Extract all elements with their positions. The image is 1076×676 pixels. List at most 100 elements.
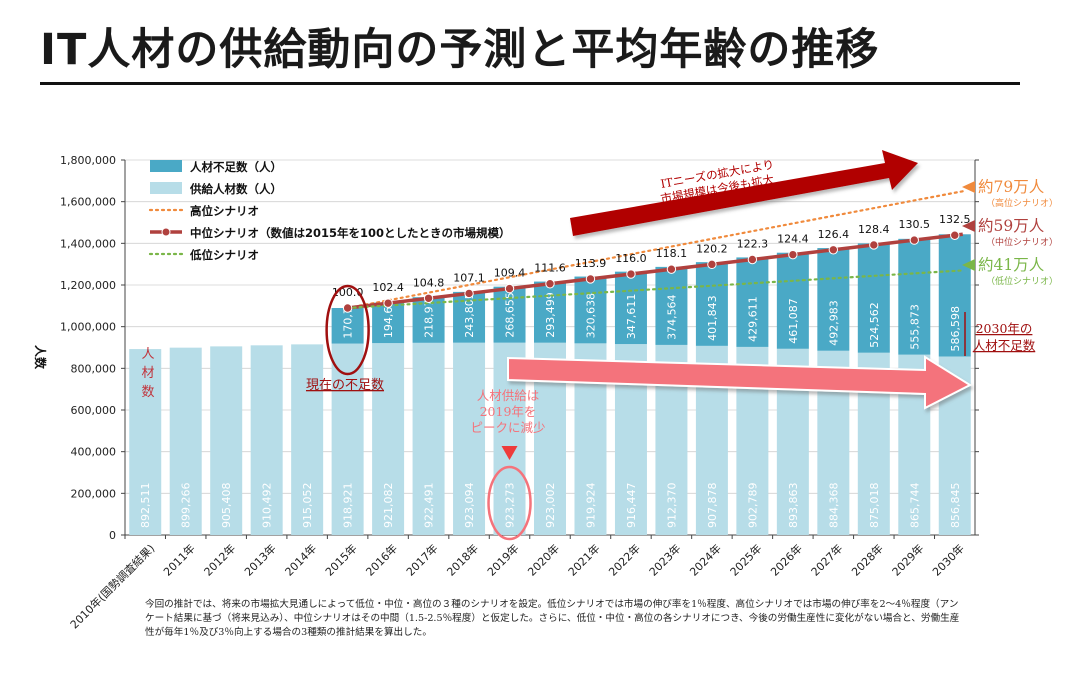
- shortage-bar: [695, 262, 728, 346]
- supply-value-label: 916,447: [625, 483, 638, 529]
- y-tick-label: 1,600,000: [60, 196, 116, 209]
- supply-value-label: 918,921: [342, 483, 355, 529]
- market-growth-arrow: [570, 150, 918, 236]
- legend-label: 低位シナリオ: [189, 248, 259, 262]
- shortage-value-label: 401,843: [706, 295, 719, 341]
- shortage-bar: [331, 307, 364, 344]
- market-index-label: 118.1: [656, 247, 688, 260]
- shortage-value-label: 555,873: [908, 304, 921, 350]
- shortage-bar: [817, 248, 850, 351]
- y-tick-label: 1,400,000: [60, 237, 116, 250]
- high-end-pointer: [962, 181, 975, 193]
- x-tick-label: 2030年: [929, 541, 966, 578]
- x-tick-label: 2022年: [606, 541, 643, 578]
- supply-value-label: 865,744: [908, 483, 921, 529]
- market-index-point: [423, 293, 434, 303]
- market-index-point: [464, 288, 474, 299]
- bar-label-annotation: 材: [141, 366, 154, 381]
- supply-value-label: 923,094: [463, 483, 476, 529]
- legend-layer: 人材不足数（人） 供給人材数（人） 高位シナリオ中位シナリオ（数値は2015年を10…: [148, 160, 511, 262]
- supply-value-label: 884,368: [827, 483, 840, 529]
- page-title: IT人材の供給動向の予測と平均年齢の推移: [40, 25, 880, 75]
- low-end-sublabel: （低位シナリオ）: [986, 275, 1058, 287]
- high-end-label: 約79万人: [978, 178, 1044, 196]
- x-tick-label: 2023年: [646, 541, 683, 578]
- supply-value-label: 910,492: [261, 483, 274, 529]
- x-tick-label: 2011年: [160, 541, 197, 578]
- y-tick-label: 1,800,000: [60, 154, 116, 167]
- shortage-value-label: 524,562: [868, 302, 881, 348]
- market-index-point: [383, 298, 393, 308]
- supply-value-label: 912,370: [665, 483, 678, 529]
- shortage-value-label: 492,983: [827, 300, 840, 346]
- supply-value-label: 919,924: [584, 483, 597, 529]
- shortage-bar: [857, 243, 890, 353]
- shortage-value-label: 429,611: [746, 296, 759, 342]
- market-index-label: 104.8: [413, 276, 445, 289]
- supply-value-label: 892,511: [139, 483, 152, 529]
- current-shortage-label: 現在の不足数: [306, 378, 384, 393]
- market-index-label: 130.5: [899, 218, 931, 231]
- y-tick-label: 200,000: [71, 487, 117, 500]
- shortage-2030-label: 2030年の: [976, 321, 1033, 336]
- market-index-label: 126.4: [818, 228, 850, 241]
- bar-label-annotation: 数: [141, 385, 154, 400]
- market-index-label: 102.4: [372, 281, 404, 294]
- shortage-bar: [614, 271, 647, 345]
- supply-value-label: 921,082: [382, 483, 395, 529]
- y-tick-label: 1,000,000: [60, 321, 116, 334]
- shortage-bar: [412, 297, 445, 343]
- supply-value-label: 905,408: [220, 483, 233, 529]
- market-index-label: 128.4: [858, 223, 890, 236]
- x-tick-label: 2012年: [201, 541, 238, 578]
- x-tick-label: 2029年: [889, 541, 926, 578]
- x-tick-label: 2019年: [484, 541, 521, 578]
- supply-value-label: 922,491: [423, 483, 436, 529]
- y-tick-label: 1,200,000: [60, 279, 116, 292]
- x-tick-label: 2020年: [525, 541, 562, 578]
- x-tick-label: 2017年: [403, 541, 440, 578]
- legend-label: 供給人材数（人）: [189, 182, 282, 196]
- shortage-2030-label: 人材不足数: [973, 338, 1036, 353]
- peak-pointer: [501, 446, 518, 460]
- market-index-point: [909, 235, 919, 245]
- supply-value-label: 902,789: [746, 483, 759, 529]
- legend-label: 人材不足数（人）: [190, 160, 282, 174]
- mid-end-sublabel: （中位シナリオ）: [986, 236, 1058, 248]
- market-index-label: 113.9: [575, 257, 607, 270]
- supply-value-label: 899,266: [180, 483, 193, 529]
- annotation-layer: 人材数 現在の不足数人材供給は2019年をピークに減少ITニーズの拡大により市場規…: [141, 150, 1058, 541]
- market-index-label: 111.6: [534, 262, 566, 275]
- x-tick-label: 2028年: [848, 541, 885, 578]
- shortage-value-label: 293,499: [544, 292, 557, 338]
- supply-value-label: 893,863: [787, 483, 800, 529]
- low-end-label: 約41万人: [978, 256, 1044, 274]
- supply-value-label: 856,845: [949, 483, 962, 529]
- legend-marker: [161, 227, 171, 237]
- market-index-point: [545, 279, 555, 289]
- market-index-label: 107.1: [453, 271, 485, 284]
- market-index-point: [504, 283, 515, 294]
- legend-swatch: [150, 160, 182, 172]
- high-scenario-line: [346, 190, 964, 310]
- shortage-bar: [898, 238, 931, 355]
- supply-value-label: 923,273: [504, 483, 517, 529]
- shortage-bar: [493, 286, 526, 343]
- supply-bar: [412, 342, 445, 535]
- shortage-value-label: 170,700: [342, 293, 355, 339]
- market-index-label: 109.4: [494, 267, 526, 280]
- y-axis-title: 人数: [33, 345, 48, 370]
- supply-value-label: 915,052: [301, 483, 314, 529]
- shortage-value-label: 461,087: [787, 298, 800, 344]
- current-shortage-circle: [325, 284, 370, 376]
- market-index-point: [869, 240, 879, 250]
- x-tick-label: 2027年: [808, 541, 845, 578]
- low-end-pointer: [962, 259, 975, 271]
- mid-end-pointer: [962, 220, 975, 232]
- supply-bar: [453, 342, 486, 535]
- shortage-bar: [574, 276, 607, 344]
- x-tick-label: 2025年: [727, 541, 764, 578]
- y-tick-label: 600,000: [71, 404, 117, 417]
- supply-decline-arrow: [507, 355, 973, 410]
- market-index-point: [666, 264, 677, 274]
